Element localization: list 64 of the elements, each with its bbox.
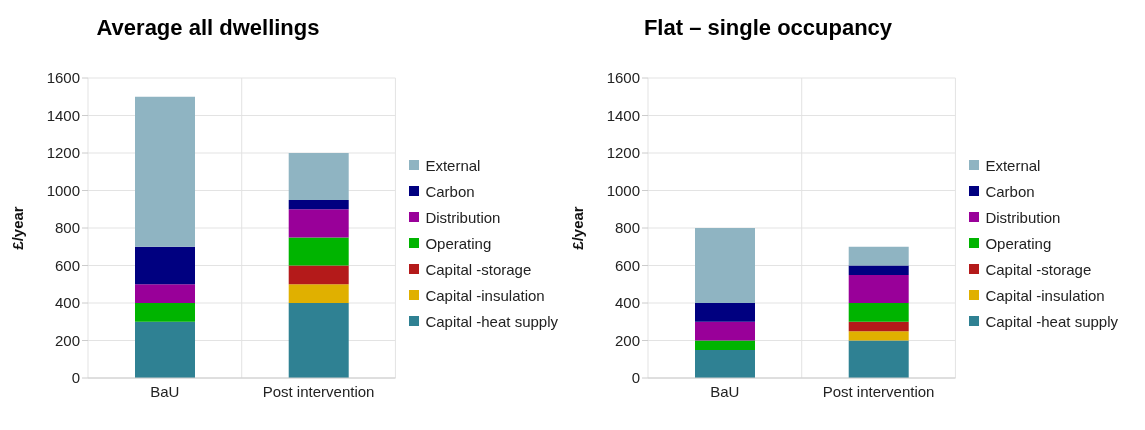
y-tick-label: 1000: [46, 181, 80, 199]
bar: [695, 349, 755, 378]
legend-label: External: [425, 156, 481, 174]
y-tick-label: 0: [631, 369, 640, 387]
bar: [288, 153, 349, 200]
y-tick-label: 1000: [606, 181, 640, 199]
x-tick-label: Post intervention: [262, 382, 375, 400]
y-tick-label: 1200: [46, 144, 80, 162]
bar: [288, 199, 349, 210]
legend-label: Distribution: [985, 208, 1061, 226]
y-tick-label: 200: [54, 331, 80, 349]
bar: [135, 284, 195, 303]
legend-label: Capital -storage: [985, 260, 1092, 278]
legend-label: Distribution: [425, 208, 501, 226]
chart-title: Average all dwellings: [95, 14, 321, 42]
y-tick-label: 600: [614, 256, 640, 274]
bar: [848, 321, 909, 332]
legend-label: External: [985, 156, 1041, 174]
y-tick-label: 0: [71, 369, 80, 387]
bar: [288, 237, 349, 266]
legend-label: Carbon: [425, 182, 475, 200]
y-tick-label: 1600: [46, 69, 80, 87]
y-tick-label: 800: [54, 219, 80, 237]
y-tick-label: 1600: [606, 69, 640, 87]
y-axis-title: £/year: [569, 206, 587, 250]
bar: [695, 303, 755, 322]
bar: [848, 340, 909, 378]
legend-label: Capital -heat supply: [985, 312, 1118, 330]
legend-label: Capital -heat supply: [425, 312, 558, 330]
bar: [288, 265, 349, 285]
bar: [288, 303, 349, 378]
bar: [848, 274, 909, 303]
y-tick-label: 1400: [46, 106, 80, 124]
bar: [135, 303, 195, 322]
bar: [288, 284, 349, 303]
bar: [288, 209, 349, 238]
y-axis-title: £/year: [9, 206, 27, 250]
bar: [135, 321, 195, 378]
y-tick-label: 1200: [606, 144, 640, 162]
y-tick-label: 400: [54, 294, 80, 312]
bar: [695, 340, 755, 350]
x-tick-label: BaU: [150, 382, 180, 400]
y-tick-label: 800: [614, 219, 640, 237]
bar: [848, 246, 909, 266]
legend-label: Operating: [425, 234, 492, 252]
bar: [848, 303, 909, 322]
bar: [848, 265, 909, 275]
x-tick-label: BaU: [710, 382, 740, 400]
bar: [695, 228, 755, 303]
bar: [848, 331, 909, 341]
bar: [695, 321, 755, 341]
y-tick-label: 1400: [606, 106, 640, 124]
legend-label: Operating: [985, 234, 1052, 252]
y-tick-label: 400: [614, 294, 640, 312]
chart-title: Flat – single occupancy: [642, 14, 894, 42]
legend-label: Capital -insulation: [985, 286, 1105, 304]
bar: [135, 246, 195, 285]
legend-label: Capital -storage: [425, 260, 532, 278]
y-tick-label: 200: [614, 331, 640, 349]
legend-label: Capital -insulation: [425, 286, 545, 304]
legend-label: Carbon: [985, 182, 1035, 200]
x-tick-label: Post intervention: [822, 382, 935, 400]
bar: [135, 96, 195, 247]
y-tick-label: 600: [54, 256, 80, 274]
